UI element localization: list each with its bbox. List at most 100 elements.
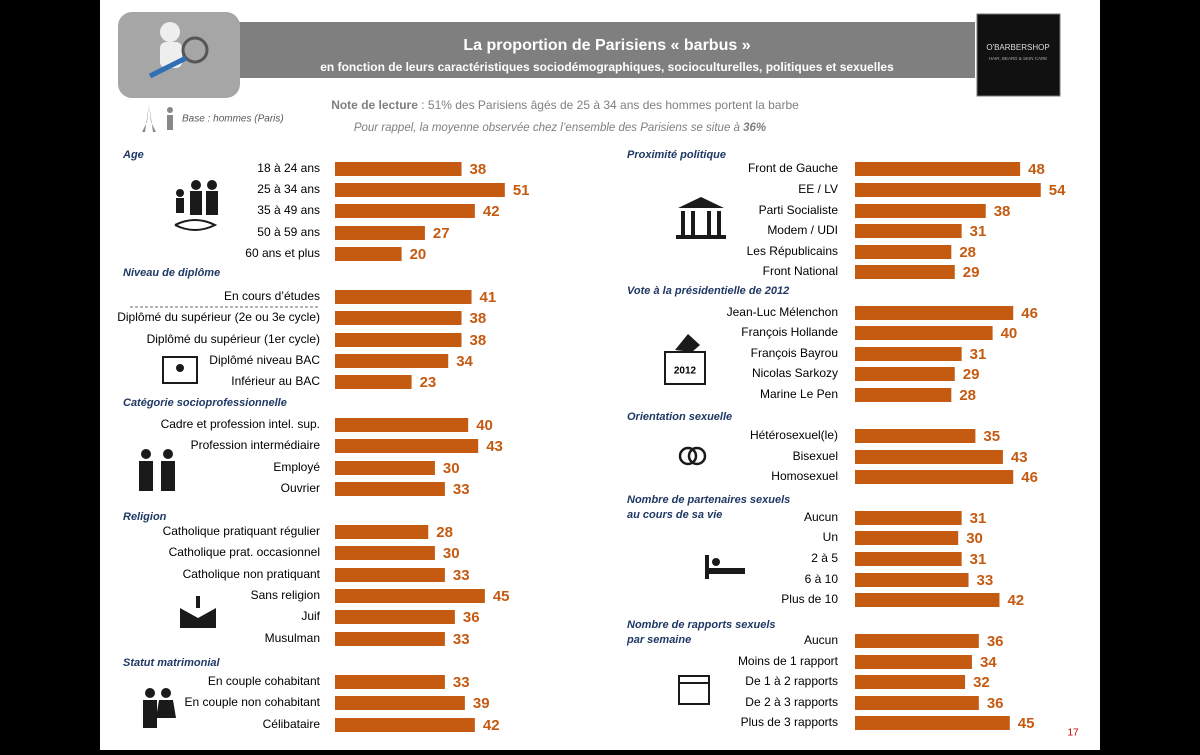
item-label: Nicolas Sarkozy (752, 366, 838, 380)
item-label: De 1 à 2 rapports (745, 674, 838, 688)
item-label: Diplômé du supérieur (2e ou 3e cycle) (117, 310, 320, 324)
eiffel-icon (142, 104, 173, 132)
value-label: 34 (456, 353, 473, 370)
value-label: 23 (420, 374, 437, 391)
item-label: 60 ans et plus (245, 246, 320, 260)
subtitle: en fonction de leurs caractéristiques so… (320, 60, 894, 74)
bar (335, 589, 485, 603)
bar (855, 634, 979, 648)
page-number: 17 (1067, 728, 1079, 739)
value-label: 36 (987, 695, 1004, 712)
value-label: 28 (436, 524, 453, 541)
value-label: 46 (1021, 305, 1038, 322)
calendar-icon (678, 675, 710, 705)
item-label: Front National (763, 264, 838, 278)
institution-icon (676, 197, 726, 239)
note-line: Note de lecture : 51% des Parisiens âgés… (331, 98, 799, 112)
section-title: Nombre de partenaires sexuels (627, 494, 790, 506)
bar (335, 354, 449, 368)
bar (855, 470, 1014, 484)
value-label: 27 (433, 225, 450, 242)
item-label: Marine Le Pen (760, 387, 838, 401)
bar (335, 226, 425, 240)
item-label: 25 à 34 ans (257, 182, 320, 196)
value-label: 33 (453, 567, 470, 584)
item-label: Front de Gauche (748, 161, 838, 175)
bar (335, 610, 455, 624)
bar (335, 718, 475, 732)
bar (855, 347, 962, 361)
bar (335, 696, 465, 710)
church-icon (180, 596, 216, 628)
bar (855, 388, 952, 402)
bar (335, 525, 429, 539)
section-title: Religion (123, 511, 167, 523)
value-label: 36 (987, 633, 1004, 650)
reminder-line: Pour rappel, la moyenne observée chez l’… (354, 122, 766, 134)
bar (335, 290, 472, 304)
note-label: Note de lecture (331, 98, 418, 112)
section-title: au cours de sa vie (627, 509, 722, 521)
section-title: Proximité politique (627, 149, 726, 161)
bar (335, 461, 435, 475)
note-text: : 51% des Parisiens âgés de 25 à 34 ans … (418, 98, 799, 112)
value-label: 29 (963, 264, 980, 281)
value-label: 31 (970, 551, 987, 568)
value-label: 32 (973, 674, 990, 691)
bar (855, 696, 979, 710)
value-label: 40 (476, 417, 493, 434)
item-label: Plus de 10 (781, 592, 838, 606)
section-title: Statut matrimonial (123, 657, 221, 669)
bar (335, 546, 435, 560)
item-label: 18 à 24 ans (257, 161, 320, 175)
item-label: Aucun (804, 510, 838, 524)
bar (335, 375, 412, 389)
item-label: Célibataire (263, 717, 321, 731)
workers-icon (139, 449, 175, 491)
value-label: 43 (1011, 449, 1028, 466)
value-label: 42 (483, 203, 500, 220)
bar (855, 593, 1000, 607)
item-label: Modem / UDI (767, 223, 838, 237)
header-band (215, 22, 975, 78)
bar (335, 568, 445, 582)
item-label: EE / LV (798, 182, 838, 196)
bar (855, 552, 962, 566)
item-label: Sans religion (251, 588, 320, 602)
value-label: 33 (977, 572, 994, 589)
bar (335, 204, 475, 218)
item-label: 6 à 10 (805, 572, 839, 586)
logo-tagline: HAIR, BEARD & SKIN CARE (989, 56, 1048, 61)
value-label: 30 (443, 460, 460, 477)
bar (855, 573, 969, 587)
bar (855, 531, 959, 545)
bar (335, 247, 402, 261)
item-label: De 2 à 3 rapports (745, 695, 838, 709)
ballot-icon (664, 334, 706, 385)
item-label: Homosexuel (771, 469, 838, 483)
item-label: Catholique prat. occasionnel (169, 545, 320, 559)
logo (976, 13, 1061, 97)
item-label: Hétérosexuel(le) (750, 428, 838, 442)
bar (855, 675, 966, 689)
value-label: 45 (1018, 715, 1035, 732)
section-title: Niveau de diplôme (123, 267, 220, 279)
gender-icon (678, 446, 707, 466)
section-title: Age (122, 149, 144, 161)
item-label: En couple cohabitant (208, 674, 321, 688)
bar (855, 429, 976, 443)
section-title: par semaine (626, 634, 691, 646)
bar (855, 511, 962, 525)
value-label: 38 (470, 310, 487, 327)
diploma-icon (162, 356, 198, 384)
bar (335, 183, 505, 197)
value-label: 33 (453, 674, 470, 691)
bar (855, 655, 972, 669)
value-label: 45 (493, 588, 510, 605)
item-label: Aucun (804, 633, 838, 647)
value-label: 42 (483, 717, 500, 734)
value-label: 31 (970, 346, 987, 363)
bar (335, 482, 445, 496)
item-label: Profession intermédiaire (191, 438, 321, 452)
item-label: Plus de 3 rapports (741, 715, 838, 729)
